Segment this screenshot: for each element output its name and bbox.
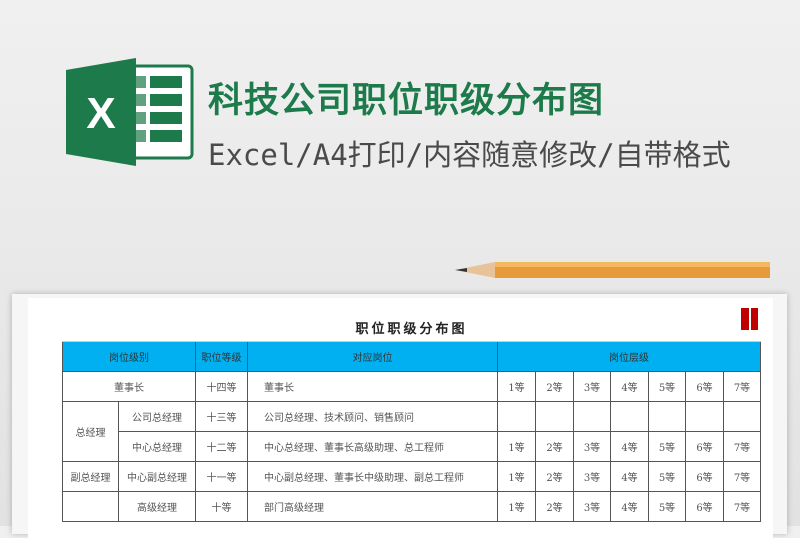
cell-grade[interactable]: 十四等 (195, 370, 248, 402)
header-grade: 职位等级 (195, 340, 248, 372)
cell-tier[interactable]: 4等 (610, 460, 649, 492)
cell-positions[interactable]: 部门高级经理 (247, 490, 498, 522)
cell-tier[interactable]: 1等 (497, 490, 536, 522)
cell-tier[interactable] (497, 400, 536, 432)
cell-positions[interactable]: 中心总经理、董事长高级助理、总工程师 (247, 430, 498, 462)
pencil-icon (455, 262, 770, 278)
cell-tier[interactable]: 1等 (497, 430, 536, 462)
cell-tier[interactable]: 1等 (497, 460, 536, 492)
cell-positions[interactable]: 公司总经理、技术顾问、销售顾问 (247, 400, 498, 432)
cell-sub[interactable]: 中心总经理 (118, 430, 196, 462)
cell-tier[interactable]: 7等 (723, 430, 761, 462)
cell-tier[interactable]: 7等 (723, 490, 761, 522)
cell-tier[interactable]: 3等 (573, 490, 611, 522)
cell-tier[interactable]: 2等 (535, 370, 574, 402)
excel-logo-icon: X (66, 58, 194, 166)
cell-sub[interactable]: 中心副总经理 (118, 460, 196, 492)
cell-tier[interactable]: 3等 (573, 430, 611, 462)
cell-grade[interactable]: 十二等 (195, 430, 248, 462)
logo-letter: X (86, 89, 115, 138)
cell-tier[interactable]: 5等 (648, 460, 686, 492)
cell-tier[interactable]: 5等 (648, 430, 686, 462)
cell-tier[interactable] (648, 400, 686, 432)
cell-tier[interactable] (573, 400, 611, 432)
cell-positions[interactable]: 董事长 (247, 370, 498, 402)
banner-title: 科技公司职位职级分布图 (208, 81, 605, 121)
table-row: 高级经理 十等 部门高级经理 1等 2等 3等 4等 5等 6等 7等 (62, 490, 761, 522)
cell-sub[interactable]: 高级经理 (118, 490, 196, 522)
header-tiers: 岗位层级 (497, 340, 761, 372)
cell-tier[interactable] (610, 400, 649, 432)
cell-tier[interactable]: 6等 (685, 490, 724, 522)
cell-sub[interactable]: 公司总经理 (118, 400, 196, 432)
cell-tier[interactable]: 1等 (497, 370, 536, 402)
cell-tier[interactable]: 2等 (535, 460, 574, 492)
cell-tier[interactable]: 6等 (685, 460, 724, 492)
table-row: 副总经理 中心副总经理 十一等 中心副总经理、董事长中级助理、副总工程师 1等 2… (62, 460, 761, 492)
banner-subtitle: Excel/A4打印/内容随意修改/自带格式 (208, 138, 731, 172)
cell-tier[interactable]: 2等 (535, 490, 574, 522)
cell-tier[interactable] (723, 400, 761, 432)
cell-tier[interactable]: 4等 (610, 430, 649, 462)
cell-group[interactable]: 董事长 (62, 370, 196, 402)
sheet-title: 职位职级分布图 (62, 315, 761, 342)
cell-grade[interactable]: 十三等 (195, 400, 248, 432)
cell-group[interactable]: 副总经理 (62, 460, 119, 492)
cell-grade[interactable]: 十等 (195, 490, 248, 522)
cell-group[interactable]: 总经理 (62, 400, 119, 462)
cell-tier[interactable]: 3等 (573, 370, 611, 402)
cell-tier[interactable]: 2等 (535, 430, 574, 462)
cell-tier[interactable]: 7等 (723, 370, 761, 402)
table-row: 董事长 十四等 董事长 1等 2等 3等 4等 5等 6等 7等 (62, 370, 761, 402)
cell-tier[interactable]: 5等 (648, 490, 686, 522)
cell-tier[interactable]: 6等 (685, 370, 724, 402)
cell-tier[interactable]: 4等 (610, 370, 649, 402)
cell-group[interactable] (62, 490, 119, 522)
cell-tier[interactable]: 5等 (648, 370, 686, 402)
header-level-group: 岗位级别 (62, 340, 196, 372)
cell-tier[interactable]: 7等 (723, 460, 761, 492)
table-row: 总经理 公司总经理 十三等 公司总经理、技术顾问、销售顾问 (62, 400, 761, 462)
cell-grade[interactable]: 十一等 (195, 460, 248, 492)
header-positions: 对应岗位 (247, 340, 498, 372)
cell-tier[interactable] (685, 400, 724, 432)
cell-tier[interactable]: 6等 (685, 430, 724, 462)
cell-positions[interactable]: 中心副总经理、董事长中级助理、副总工程师 (247, 460, 498, 492)
cell-tier[interactable]: 3等 (573, 460, 611, 492)
grade-table: 职位职级分布图 岗位级别 职位等级 对应岗位 岗位层级 董事长 十四等 董事长 … (62, 315, 761, 522)
table-row: 中心总经理 十二等 中心总经理、董事长高级助理、总工程师 1等 2等 3等 4等 5等 6… (63, 430, 761, 462)
cell-tier[interactable]: 4等 (610, 490, 649, 522)
cell-tier[interactable] (535, 400, 574, 432)
